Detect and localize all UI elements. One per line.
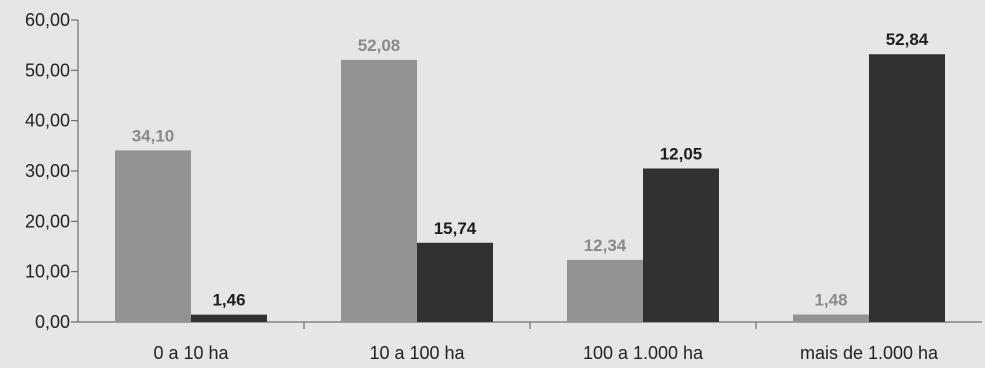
y-tick-label: 50,00 — [25, 60, 70, 80]
x-tick-label: mais de 1.000 ha — [800, 343, 939, 363]
bar — [643, 168, 719, 322]
data-label: 1,48 — [814, 291, 847, 310]
y-tick-label: 10,00 — [25, 262, 70, 282]
x-axis: 0 a 10 ha 10 a 100 ha 100 a 1.000 ha mais d… — [78, 321, 982, 363]
y-tick-label: 40,00 — [25, 111, 70, 131]
y-tick-label: 20,00 — [25, 211, 70, 231]
bar — [115, 150, 191, 322]
y-tick-label: 60,00 — [25, 10, 70, 30]
data-label: 1,46 — [212, 291, 245, 310]
bar — [793, 314, 869, 322]
bar — [869, 54, 945, 323]
data-label: 52,08 — [358, 36, 401, 55]
y-tick-label: 30,00 — [25, 161, 70, 181]
x-tick-label: 10 a 100 ha — [369, 343, 465, 363]
data-label: 12,05 — [660, 144, 703, 163]
x-tick-label: 100 a 1.000 ha — [583, 343, 704, 363]
data-label: 12,34 — [584, 236, 627, 255]
bar — [341, 59, 417, 322]
data-label: 52,84 — [886, 30, 929, 49]
data-label: 15,74 — [434, 219, 477, 238]
x-tick-label: 0 a 10 ha — [153, 343, 229, 363]
bar — [567, 259, 643, 322]
bar — [417, 242, 493, 322]
bars — [115, 54, 945, 323]
bar — [191, 314, 267, 322]
y-tick-label: 0,00 — [35, 312, 70, 332]
y-axis: 0,00 10,00 20,00 30,00 40,00 50,00 60,00 — [25, 10, 79, 332]
data-labels: 34,10 52,08 12,34 1,48 1,46 15,74 12,05 52,84 — [132, 30, 929, 309]
data-label: 34,10 — [132, 126, 175, 145]
